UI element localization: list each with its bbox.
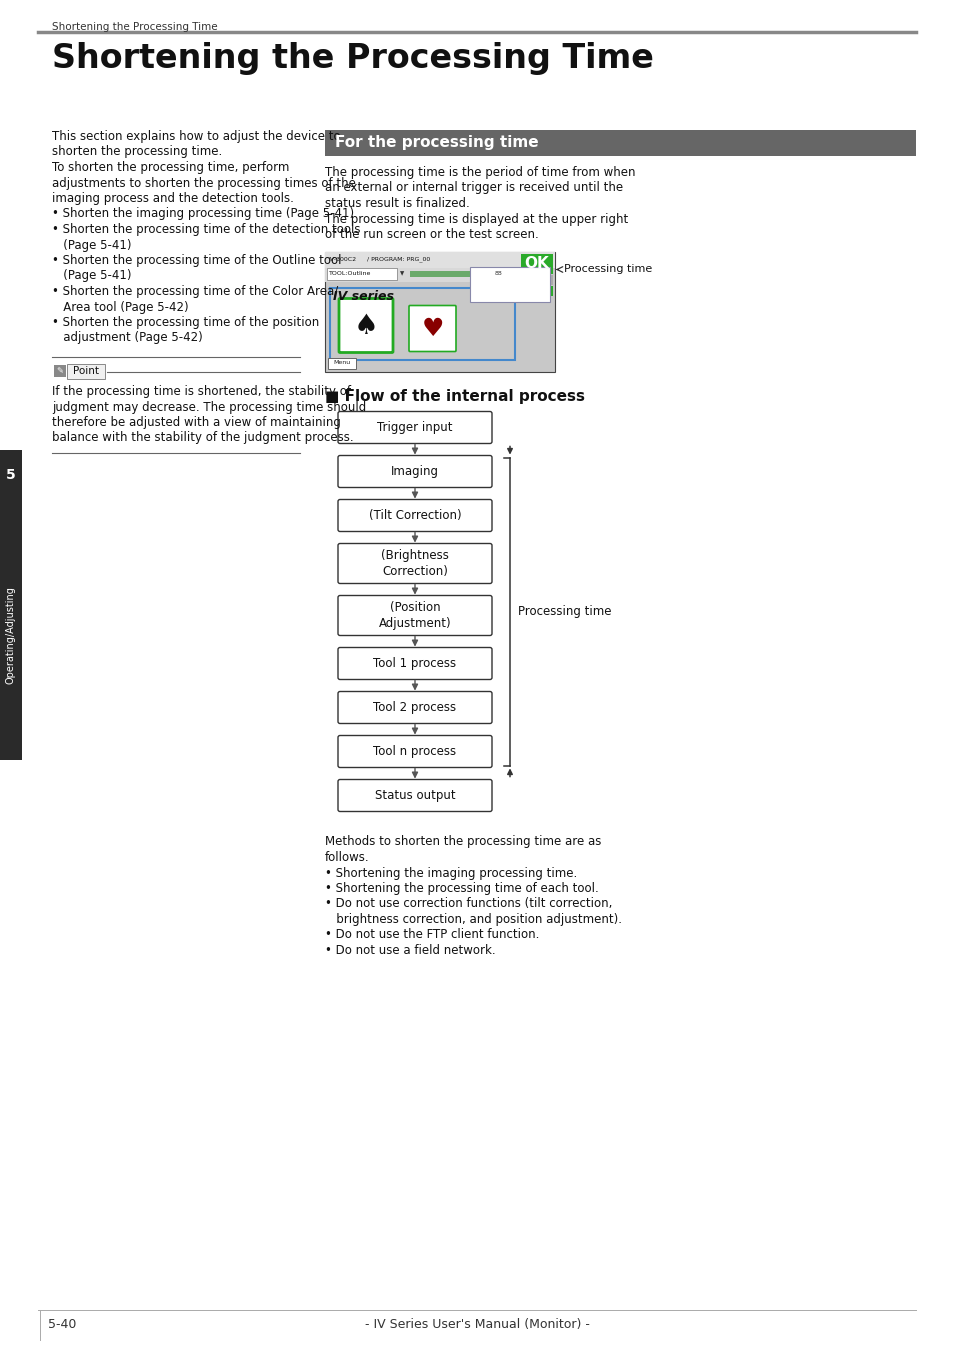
Text: ♥: ♥ — [421, 317, 443, 341]
Text: (Brightness
Correction): (Brightness Correction) — [380, 550, 449, 577]
Text: To shorten the processing time, perform: To shorten the processing time, perform — [52, 160, 289, 174]
Text: therefore be adjusted with a view of maintaining: therefore be adjusted with a view of mai… — [52, 417, 340, 429]
Text: an external or internal trigger is received until the: an external or internal trigger is recei… — [325, 182, 622, 194]
Text: 5-40: 5-40 — [48, 1318, 76, 1330]
Text: • Do not use the FTP client function.: • Do not use the FTP client function. — [325, 929, 538, 941]
Text: The processing time is the period of time from when: The processing time is the period of tim… — [325, 166, 635, 179]
Text: (Page 5-41): (Page 5-41) — [52, 270, 132, 283]
Text: (Page 5-41): (Page 5-41) — [52, 239, 132, 252]
Bar — [470, 267, 550, 302]
Text: ■ Flow of the internal process: ■ Flow of the internal process — [325, 390, 584, 404]
Text: RUN: RUN — [531, 288, 542, 293]
Text: Processing time: Processing time — [517, 605, 611, 617]
FancyBboxPatch shape — [337, 411, 492, 443]
Text: TOOL:Outline: TOOL:Outline — [329, 271, 371, 276]
Text: Processing time: Processing time — [563, 264, 652, 275]
Text: IV series: IV series — [333, 290, 394, 302]
Bar — [325, 252, 555, 267]
Text: Trigger input: Trigger input — [376, 421, 453, 434]
Bar — [0, 450, 22, 760]
Text: - IV Series User's Manual (Monitor) -: - IV Series User's Manual (Monitor) - — [364, 1318, 589, 1330]
Text: Tool 1 process: Tool 1 process — [373, 656, 456, 670]
Text: IV-300C2: IV-300C2 — [328, 257, 355, 262]
Text: Shortening the Processing Time: Shortening the Processing Time — [52, 42, 653, 75]
FancyBboxPatch shape — [337, 779, 492, 811]
FancyBboxPatch shape — [327, 267, 396, 279]
Text: (Tilt Correction): (Tilt Correction) — [368, 510, 461, 522]
FancyBboxPatch shape — [67, 364, 105, 379]
FancyBboxPatch shape — [337, 736, 492, 767]
Text: adjustment (Page 5-42): adjustment (Page 5-42) — [52, 332, 203, 345]
Text: • Shortening the processing time of each tool.: • Shortening the processing time of each… — [325, 882, 598, 895]
Text: 88: 88 — [495, 271, 502, 276]
FancyBboxPatch shape — [409, 306, 456, 352]
Text: 5: 5 — [6, 468, 16, 483]
Text: Stop: Stop — [530, 276, 542, 282]
Text: Operating/Adjusting: Operating/Adjusting — [6, 586, 16, 683]
Text: • Shorten the processing time of the Outline tool: • Shorten the processing time of the Out… — [52, 253, 341, 267]
Text: status result is finalized.: status result is finalized. — [325, 197, 469, 210]
Text: Tool 2 process: Tool 2 process — [373, 701, 456, 714]
FancyBboxPatch shape — [337, 596, 492, 635]
Text: For the processing time: For the processing time — [335, 136, 538, 151]
Text: shorten the processing time.: shorten the processing time. — [52, 146, 222, 159]
Bar — [325, 129, 915, 156]
Text: Status output: Status output — [375, 789, 455, 802]
Text: • Shorten the processing time of the detection tools: • Shorten the processing time of the det… — [52, 222, 360, 236]
Text: • Do not use correction functions (tilt correction,: • Do not use correction functions (tilt … — [325, 898, 612, 910]
Bar — [330, 287, 515, 360]
FancyBboxPatch shape — [337, 500, 492, 531]
Bar — [54, 365, 66, 377]
Text: ♠: ♠ — [354, 311, 378, 340]
Text: • Shortening the imaging processing time.: • Shortening the imaging processing time… — [325, 867, 577, 879]
Text: adjustments to shorten the processing times of the: adjustments to shorten the processing ti… — [52, 177, 355, 190]
Text: The processing time is displayed at the upper right: The processing time is displayed at the … — [325, 213, 628, 225]
Text: ▼: ▼ — [399, 271, 404, 276]
Text: (Position
Adjustment): (Position Adjustment) — [378, 601, 451, 630]
Bar — [520, 286, 553, 295]
Text: Menu: Menu — [333, 360, 351, 365]
Text: Tool n process: Tool n process — [373, 745, 456, 758]
Text: / PROGRAM: PRG_00: / PROGRAM: PRG_00 — [367, 256, 430, 263]
Text: of the run screen or the test screen.: of the run screen or the test screen. — [325, 228, 538, 241]
FancyBboxPatch shape — [337, 543, 492, 584]
Text: Imaging: Imaging — [391, 465, 438, 479]
Bar — [520, 253, 553, 274]
Text: imaging process and the detection tools.: imaging process and the detection tools. — [52, 191, 294, 205]
FancyBboxPatch shape — [337, 647, 492, 679]
Bar — [410, 271, 470, 276]
Text: balance with the stability of the judgment process.: balance with the stability of the judgme… — [52, 431, 354, 445]
Bar — [325, 267, 520, 282]
Text: follows.: follows. — [325, 851, 369, 864]
FancyBboxPatch shape — [328, 357, 355, 368]
Text: brightness correction, and position adjustment).: brightness correction, and position adju… — [325, 913, 621, 926]
Text: Methods to shorten the processing time are as: Methods to shorten the processing time a… — [325, 836, 600, 848]
Text: • Shorten the imaging processing time (Page 5-41): • Shorten the imaging processing time (P… — [52, 208, 354, 221]
FancyBboxPatch shape — [338, 298, 393, 352]
Text: judgment may decrease. The processing time should: judgment may decrease. The processing ti… — [52, 400, 366, 414]
Text: If the processing time is shortened, the stability of: If the processing time is shortened, the… — [52, 386, 351, 398]
Text: • Shorten the processing time of the Color Area/: • Shorten the processing time of the Col… — [52, 284, 338, 298]
Text: ✎: ✎ — [56, 367, 64, 376]
Text: This section explains how to adjust the device to: This section explains how to adjust the … — [52, 129, 340, 143]
Text: Area tool (Page 5-42): Area tool (Page 5-42) — [52, 301, 189, 314]
Text: OK: OK — [524, 256, 549, 271]
Text: Point: Point — [73, 367, 99, 376]
Text: Shortening the Processing Time: Shortening the Processing Time — [52, 22, 217, 32]
Bar — [325, 252, 555, 372]
Text: • Do not use a field network.: • Do not use a field network. — [325, 944, 496, 957]
FancyBboxPatch shape — [337, 692, 492, 724]
Bar — [520, 275, 553, 284]
FancyBboxPatch shape — [337, 456, 492, 488]
Text: • Shorten the processing time of the position: • Shorten the processing time of the pos… — [52, 315, 319, 329]
